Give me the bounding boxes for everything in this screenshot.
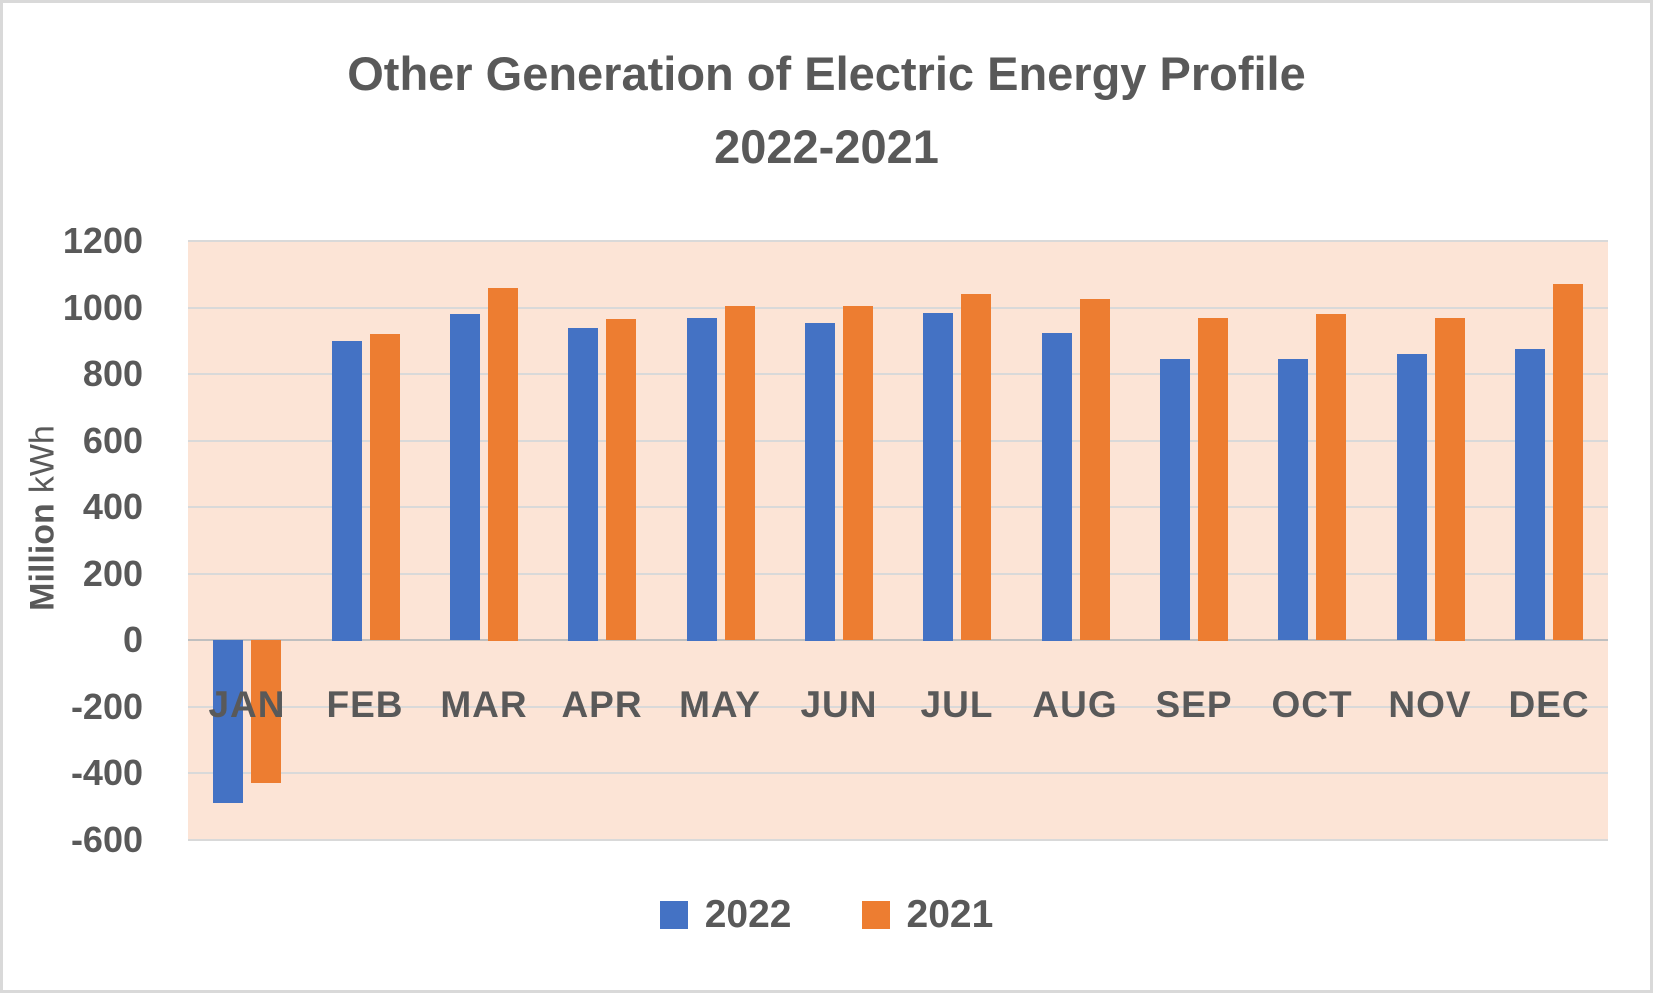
bar-2021-mar [488, 288, 518, 641]
bar-2021-apr [606, 319, 636, 640]
bar-2021-jul [961, 294, 991, 640]
bar-2021-nov [1435, 318, 1465, 641]
bar-2022-oct [1278, 359, 1308, 640]
bar-2021-feb [370, 334, 400, 640]
legend: 2022 2021 [3, 893, 1650, 937]
month-label-oct: OCT [1271, 684, 1353, 725]
month-label-apr: APR [561, 684, 643, 725]
bar-2022-apr [568, 328, 598, 641]
y-tick-label--600: -600 [70, 819, 143, 860]
bar-2021-jan [251, 640, 281, 783]
gridline-0 [188, 639, 1608, 641]
month-label-mar: MAR [440, 684, 528, 725]
bar-2021-oct [1316, 314, 1346, 640]
month-label-jan: JAN [208, 684, 286, 725]
month-label-jul: JUL [920, 684, 994, 725]
legend-item-2021: 2021 [861, 893, 994, 937]
month-label-aug: AUG [1032, 684, 1118, 725]
y-tick-label-800: 800 [82, 353, 143, 394]
gridline-200 [188, 573, 1608, 575]
gridline-600 [188, 440, 1608, 442]
month-label-nov: NOV [1388, 684, 1472, 725]
gridline--600 [188, 839, 1608, 841]
month-label-sep: SEP [1155, 684, 1233, 725]
bar-2022-jan [213, 640, 243, 803]
bar-2021-sep [1198, 318, 1228, 641]
gridline-800 [188, 373, 1608, 375]
bar-2022-aug [1042, 333, 1072, 641]
bar-2022-dec [1515, 349, 1545, 640]
chart-title-line1: Other Generation of Electric Energy Prof… [347, 47, 1306, 100]
bar-2022-mar [450, 314, 480, 640]
y-tick-label-0: 0 [122, 619, 143, 660]
bar-2022-may [687, 318, 717, 641]
chart-title-line2: 2022-2021 [714, 120, 939, 173]
y-tick-label-400: 400 [82, 486, 143, 527]
bar-2022-jun [805, 323, 835, 641]
month-label-feb: FEB [326, 684, 404, 725]
gridline--400 [188, 772, 1608, 774]
bar-2022-nov [1397, 354, 1427, 640]
gridline-1000 [188, 307, 1608, 309]
legend-swatch-2022 [659, 901, 688, 929]
legend-label-2021: 2021 [906, 893, 994, 936]
y-tick-label--400: -400 [70, 752, 143, 793]
chart-title: Other Generation of Electric Energy Prof… [3, 37, 1650, 183]
y-tick-label-200: 200 [82, 553, 143, 594]
y-tick-label--200: -200 [70, 686, 143, 727]
bar-2022-jul [923, 313, 953, 641]
bar-2022-sep [1160, 359, 1190, 640]
month-label-jun: JUN [800, 684, 878, 725]
legend-swatch-2021 [861, 901, 890, 929]
gridline-1200 [188, 240, 1608, 242]
bar-2021-aug [1080, 299, 1110, 640]
bar-2022-feb [332, 341, 362, 641]
legend-item-2022: 2022 [659, 893, 792, 937]
bar-2021-dec [1553, 284, 1583, 640]
legend-label-2022: 2022 [704, 893, 792, 936]
bar-2021-may [725, 306, 755, 640]
y-tick-label-1200: 1200 [62, 220, 143, 261]
month-label-dec: DEC [1508, 684, 1590, 725]
gridline--200 [188, 706, 1608, 708]
y-tick-label-600: 600 [82, 420, 143, 461]
bar-2021-jun [843, 306, 873, 640]
y-tick-label-1000: 1000 [62, 287, 143, 328]
gridline-400 [188, 506, 1608, 508]
month-label-may: MAY [679, 684, 761, 725]
plot-area: JAN FEB MAR APR MAY JUN JUL AUG SEP OCT NOV DEC [188, 240, 1608, 841]
